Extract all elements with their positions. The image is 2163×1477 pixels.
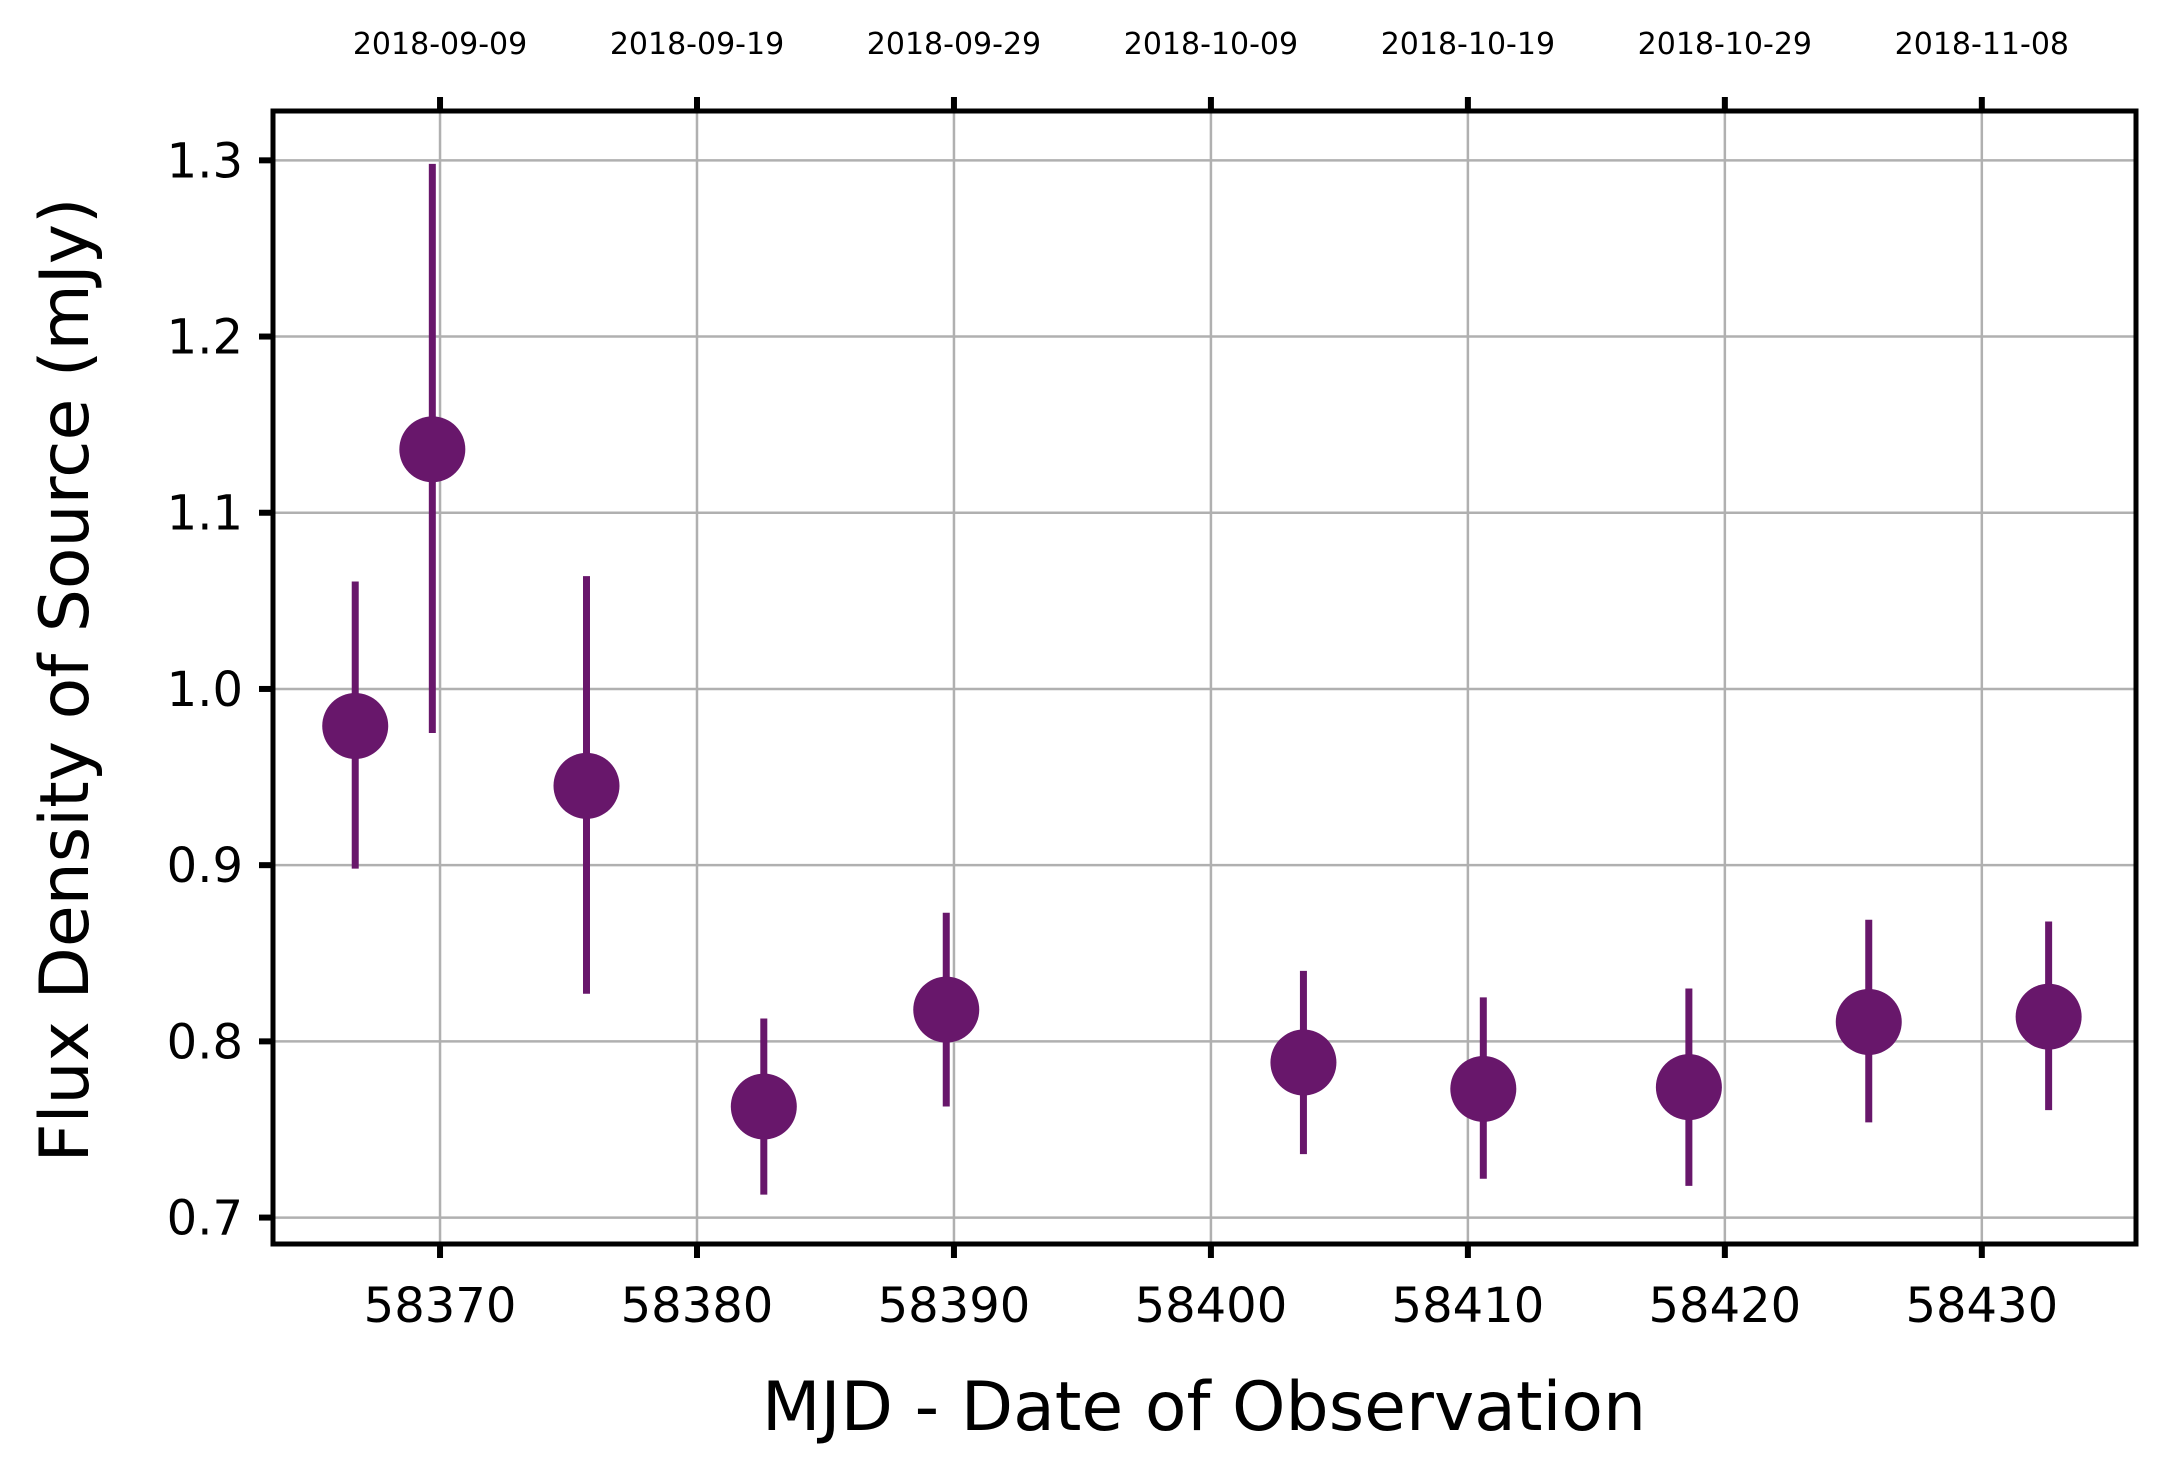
top-date-label: 2018-10-29 [1638, 27, 1812, 62]
y-tick-label: 1.1 [167, 486, 243, 542]
y-tick-label: 0.8 [167, 1014, 243, 1070]
y-tick-label: 1.3 [167, 133, 243, 189]
data-point [1655, 1054, 1722, 1121]
x-tick-label: 58410 [1392, 1278, 1545, 1334]
x-axis-title: MJD - Date of Observation [762, 1368, 1646, 1447]
data-point [1835, 988, 1902, 1055]
top-date-label: 2018-09-19 [610, 27, 784, 62]
y-axis: 0.7 0.8 0.9 1.0 1.1 1.2 1.3 [167, 133, 273, 1247]
y-tick-label: 0.9 [167, 838, 243, 894]
data-point [730, 1073, 797, 1140]
x-axis-bottom: 58370 58380 58390 58400 58410 58420 58430 [364, 1244, 2058, 1334]
data-point [1450, 1055, 1517, 1122]
top-date-label: 2018-10-09 [1124, 27, 1298, 62]
data-point [399, 416, 466, 483]
error-bars [351, 163, 2053, 1195]
grid-lines [273, 111, 2136, 1244]
data-point [913, 976, 980, 1043]
data-point [2015, 983, 2082, 1050]
x-tick-label: 58400 [1135, 1278, 1288, 1334]
y-tick-label: 1.0 [167, 662, 243, 718]
x-tick-label: 58430 [1905, 1278, 2058, 1334]
y-axis-title: Flux Density of Source (mJy) [26, 197, 105, 1162]
plot-frame [270, 108, 2139, 1247]
x-tick-label: 58420 [1649, 1278, 1802, 1334]
x-axis-top-dates: 2018-09-09 2018-09-19 2018-09-29 2018-10-09… [353, 27, 2069, 111]
y-tick-label: 1.2 [167, 310, 243, 366]
y-tick-label: 0.7 [167, 1191, 243, 1247]
top-date-label: 2018-10-19 [1381, 27, 1555, 62]
top-date-label: 2018-09-09 [353, 27, 527, 62]
x-tick-label: 58390 [878, 1278, 1031, 1334]
x-tick-label: 58380 [621, 1278, 774, 1334]
data-point [322, 692, 389, 759]
top-date-label: 2018-09-29 [867, 27, 1041, 62]
top-date-label: 2018-11-08 [1895, 27, 2069, 62]
data-point [553, 752, 620, 819]
x-tick-label: 58370 [364, 1278, 517, 1334]
data-point [1270, 1029, 1337, 1096]
data-points [322, 416, 2082, 1140]
